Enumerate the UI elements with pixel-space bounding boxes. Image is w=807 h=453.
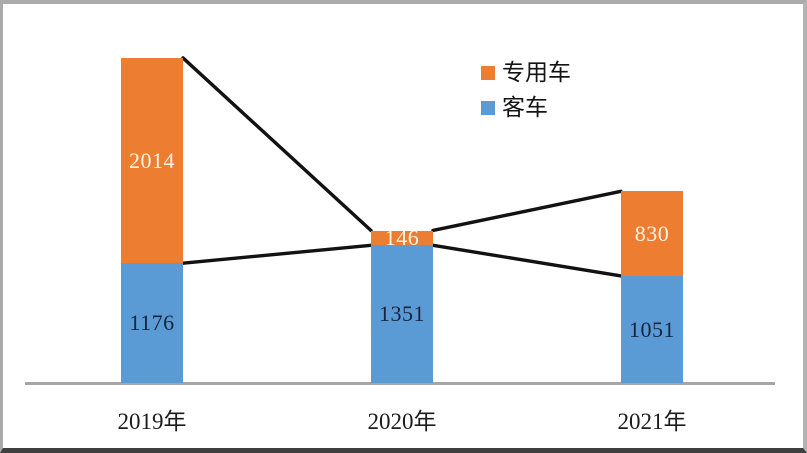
stacked-bar-chart: 1176 2014 2019年 1351 146 2020年 1051 830 2021年 (3, 4, 803, 448)
legend-swatch-orange-icon (481, 66, 495, 80)
value-label-bus: 1051 (629, 316, 675, 342)
legend: 专用车 客车 (481, 60, 571, 121)
connector-total-top-0 (181, 56, 373, 233)
legend-item-special-vehicle: 专用车 (481, 60, 571, 86)
category-label-2019年: 2019年 (117, 409, 187, 434)
legend-label-special-vehicle: 专用车 (502, 60, 571, 85)
bar-segment-special-vehicle-2019年 (121, 57, 183, 264)
legend-item-bus: 客车 (481, 95, 571, 121)
connector-bus-top-1 (431, 243, 623, 278)
value-label-special-vehicle: 146 (384, 224, 420, 250)
connector-total-top-1 (431, 189, 623, 233)
category-label-2020年: 2020年 (367, 409, 437, 434)
value-label-special-vehicle: 830 (634, 220, 670, 246)
bar-segment-bus-2019年 (121, 263, 183, 383)
value-label-bus: 1351 (379, 301, 425, 327)
bar-segment-special-vehicle-2021年 (621, 191, 683, 276)
bar-segment-bus-2021年 (621, 275, 683, 383)
bar-segment-bus-2020年 (371, 245, 433, 383)
x-axis-baseline (25, 382, 775, 385)
category-label-2021年: 2021年 (617, 409, 687, 434)
value-label-bus: 1176 (129, 310, 175, 336)
legend-swatch-blue-icon (481, 101, 495, 115)
legend-label-bus: 客车 (502, 95, 548, 120)
connector-bus-top-0 (181, 243, 373, 265)
value-label-special-vehicle: 2014 (129, 147, 175, 173)
bar-segment-special-vehicle-2020年 (371, 230, 433, 246)
